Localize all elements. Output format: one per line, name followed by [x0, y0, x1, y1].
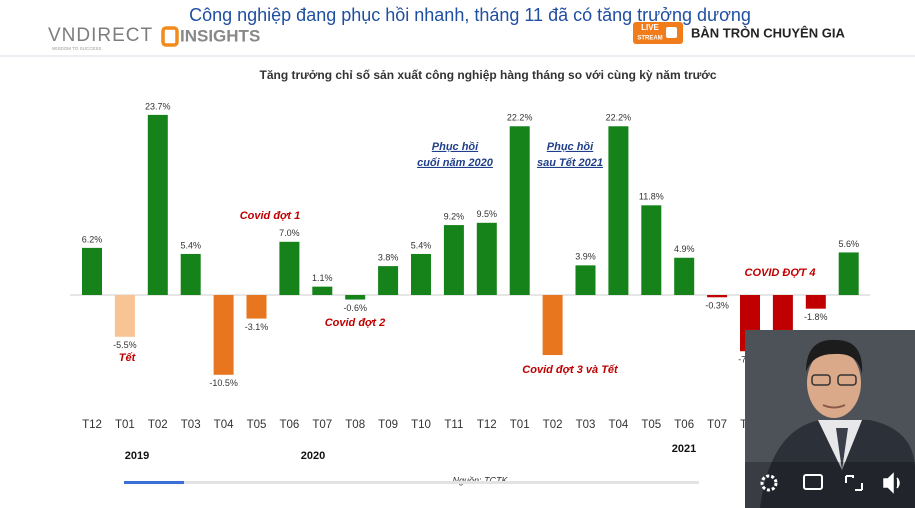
- value-label: 6.2%: [82, 234, 103, 244]
- brand-tagline: WISDOM TO SUCCESS: [52, 46, 101, 51]
- x-tick-label: T11: [444, 419, 463, 431]
- bar: [378, 266, 399, 295]
- value-label: -10.5%: [209, 378, 238, 388]
- bar: [411, 253, 431, 295]
- annotation: Covid đợt 3 và Tết: [522, 364, 619, 376]
- annotation: Covid đợt 2: [325, 317, 386, 329]
- value-label: -0.3%: [705, 301, 729, 311]
- x-tick-label: T05: [641, 419, 661, 431]
- value-label: 4.9%: [674, 244, 695, 254]
- volume-button[interactable]: [883, 472, 900, 494]
- progress-bar[interactable]: [124, 481, 184, 484]
- camera-icon: [666, 27, 677, 38]
- value-label: -0.6%: [343, 303, 367, 313]
- x-tick-label: T12: [477, 419, 497, 431]
- x-tick-label: T09: [378, 419, 398, 431]
- x-tick-label: T02: [543, 419, 563, 431]
- x-tick-label: T04: [214, 419, 234, 431]
- x-tick-label: T07: [312, 419, 332, 431]
- live-text: LIVE: [641, 23, 659, 32]
- x-tick-label: T04: [608, 419, 628, 431]
- bar: [772, 295, 793, 333]
- bar: [213, 295, 234, 375]
- bar: [443, 225, 464, 295]
- value-label: 9.2%: [444, 211, 465, 221]
- x-tick-label: T07: [707, 419, 727, 431]
- value-label: -3.1%: [245, 322, 269, 332]
- annotation: sau Tết 2021: [537, 157, 603, 169]
- value-label: 7.0%: [279, 228, 300, 238]
- value-label: 23.7%: [145, 101, 171, 111]
- value-label: 3.9%: [575, 252, 596, 262]
- value-label: 22.2%: [606, 113, 632, 123]
- value-label: 5.6%: [838, 239, 859, 249]
- year-label: 2020: [301, 450, 325, 462]
- bar: [246, 295, 267, 319]
- bar: [114, 295, 135, 337]
- bar: [542, 295, 563, 356]
- x-tick-label: T01: [115, 419, 135, 431]
- value-label: 9.5%: [477, 209, 498, 219]
- x-tick-label: T12: [82, 419, 102, 431]
- value-label: -5.5%: [113, 340, 137, 350]
- x-tick-label: T02: [148, 419, 168, 431]
- headline: Công nghiệp đang phục hồi nhanh, tháng 1…: [189, 5, 751, 25]
- value-label: 1.1%: [312, 273, 333, 283]
- bar: [312, 286, 333, 295]
- bar: [180, 253, 201, 295]
- annotation: Phục hồi: [432, 141, 479, 153]
- x-tick-label: T01: [510, 419, 530, 431]
- bar: [805, 295, 826, 309]
- bar: [147, 114, 168, 295]
- x-tick-label: T03: [181, 419, 201, 431]
- bar: [608, 126, 629, 295]
- value-label: 22.2%: [507, 113, 533, 123]
- value-label: -1.8%: [804, 312, 828, 322]
- bar: [509, 126, 530, 295]
- annotation: cuối năm 2020: [417, 157, 494, 169]
- bar: [279, 241, 300, 295]
- bar: [476, 222, 497, 295]
- insights-logo: [161, 26, 179, 47]
- annotation: Tết: [119, 352, 137, 364]
- x-tick-label: T05: [247, 419, 267, 431]
- annotation: Covid đợt 1: [240, 210, 301, 222]
- fullscreen-button[interactable]: [845, 475, 863, 491]
- brand: VNDIRECT: [48, 25, 153, 46]
- settings-button[interactable]: [760, 474, 778, 492]
- bar: [575, 265, 596, 295]
- annotation: COVID ĐỢT 4: [745, 267, 816, 279]
- show-name: BÀN TRÒN CHUYÊN GIA: [691, 25, 845, 40]
- source: Nguồn: TCTK: [452, 475, 508, 485]
- x-tick-label: T06: [279, 419, 299, 431]
- value-label: 11.8%: [639, 192, 664, 202]
- x-tick-label: T03: [576, 419, 596, 431]
- value-label: 5.4%: [180, 240, 201, 250]
- bar: [641, 205, 662, 295]
- bar: [674, 257, 695, 295]
- bar: [838, 252, 859, 295]
- x-tick-label: T08: [345, 419, 365, 431]
- year-label: 2019: [125, 450, 149, 462]
- pip-button[interactable]: [803, 474, 823, 490]
- progress-track: [124, 481, 699, 484]
- stream-text: STREAM: [637, 36, 662, 42]
- x-tick-label: T06: [674, 419, 694, 431]
- x-tick-label: T10: [411, 419, 431, 431]
- value-label: 5.4%: [411, 240, 432, 250]
- bar: [707, 295, 728, 298]
- value-label: 3.8%: [378, 252, 399, 262]
- chart-title: Tăng trưởng chỉ số sản xuất công nghiệp …: [259, 68, 716, 82]
- bar: [345, 295, 366, 300]
- bar: [82, 247, 102, 295]
- insights: INSIGHTS: [180, 26, 260, 45]
- annotation: Phục hồi: [547, 141, 594, 153]
- year-label: 2021: [672, 443, 696, 455]
- plot: 6.2% T12 -5.5% T01 23.7% T02 5.4% T03 -10.5% T04 -…: [70, 101, 870, 462]
